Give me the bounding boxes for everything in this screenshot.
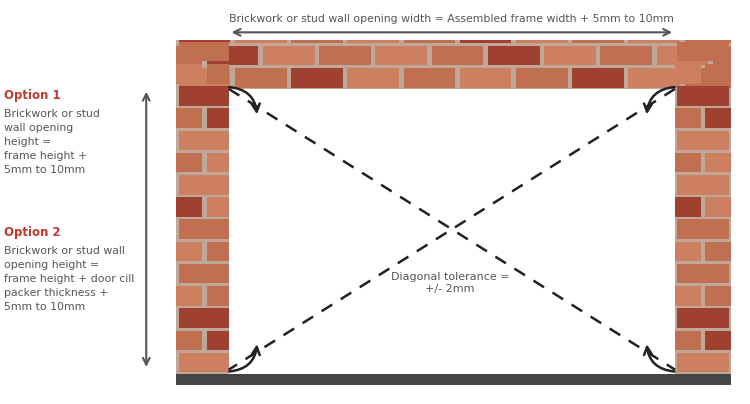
Bar — [176, 197, 202, 217]
Bar — [176, 40, 731, 89]
Bar — [235, 40, 286, 43]
Bar — [677, 175, 729, 195]
Bar — [404, 68, 455, 88]
Bar — [178, 353, 229, 372]
Bar — [178, 308, 229, 328]
Bar — [176, 242, 202, 261]
Bar — [176, 40, 229, 374]
Bar — [347, 40, 399, 43]
Bar — [176, 374, 731, 385]
Bar — [675, 108, 700, 128]
Bar — [600, 46, 652, 65]
Bar — [176, 108, 202, 128]
Bar — [206, 242, 229, 261]
Bar — [178, 264, 229, 284]
Bar — [705, 64, 731, 84]
Bar — [460, 68, 512, 88]
Bar — [235, 68, 286, 88]
Text: Option 1: Option 1 — [4, 89, 60, 102]
Bar — [178, 130, 229, 150]
Bar — [176, 46, 202, 65]
Bar — [685, 68, 731, 88]
Bar — [675, 242, 700, 261]
Bar — [516, 68, 568, 88]
Bar — [677, 219, 729, 239]
Bar — [675, 286, 700, 306]
Text: Option 2: Option 2 — [4, 226, 60, 239]
Bar — [206, 286, 229, 306]
Bar — [206, 330, 229, 350]
Bar — [206, 46, 258, 65]
Bar — [677, 130, 729, 150]
Bar — [178, 219, 229, 239]
Text: Brickwork or stud wall
opening height =
frame height + door cill
packer thicknes: Brickwork or stud wall opening height = … — [4, 246, 134, 312]
Bar — [206, 64, 229, 84]
Bar — [178, 68, 230, 88]
Bar — [705, 330, 731, 350]
Bar — [229, 89, 675, 370]
Bar — [675, 64, 700, 84]
Bar — [705, 286, 731, 306]
Bar — [685, 40, 731, 43]
Bar — [206, 108, 229, 128]
Bar — [675, 153, 700, 173]
Bar — [178, 175, 229, 195]
Bar — [516, 40, 568, 43]
Bar — [705, 197, 731, 217]
Bar — [488, 46, 539, 65]
Bar — [705, 108, 731, 128]
Bar — [176, 330, 202, 350]
Bar — [656, 46, 708, 65]
Bar — [206, 197, 229, 217]
Bar — [675, 40, 731, 374]
Bar — [705, 153, 731, 173]
Bar — [572, 68, 624, 88]
Bar — [291, 68, 343, 88]
Bar — [206, 153, 229, 173]
Bar — [677, 353, 729, 372]
Bar — [178, 42, 229, 61]
Bar — [677, 86, 729, 106]
Bar — [375, 46, 427, 65]
Text: Diagonal tolerance =
+/- 2mm: Diagonal tolerance = +/- 2mm — [391, 272, 509, 294]
Bar — [431, 46, 483, 65]
Bar — [176, 286, 202, 306]
Bar — [628, 68, 680, 88]
Text: Brickwork or stud wall opening width = Assembled frame width + 5mm to 10mm: Brickwork or stud wall opening width = A… — [230, 14, 674, 24]
Bar — [677, 264, 729, 284]
Bar — [544, 46, 596, 65]
Bar — [628, 40, 680, 43]
Bar — [404, 40, 455, 43]
Bar — [675, 330, 700, 350]
Bar — [460, 40, 512, 43]
Bar — [572, 40, 624, 43]
Bar — [320, 46, 370, 65]
Bar — [178, 40, 230, 43]
Bar — [705, 242, 731, 261]
Bar — [675, 197, 700, 217]
Text: Brickwork or stud
wall opening
height =
frame height +
5mm to 10mm: Brickwork or stud wall opening height = … — [4, 109, 100, 175]
Bar — [347, 68, 399, 88]
Bar — [262, 46, 315, 65]
Bar — [291, 40, 343, 43]
Bar — [677, 42, 729, 61]
Bar — [677, 308, 729, 328]
Bar — [176, 153, 202, 173]
Bar — [712, 46, 731, 65]
Bar — [176, 64, 202, 84]
Bar — [178, 86, 229, 106]
